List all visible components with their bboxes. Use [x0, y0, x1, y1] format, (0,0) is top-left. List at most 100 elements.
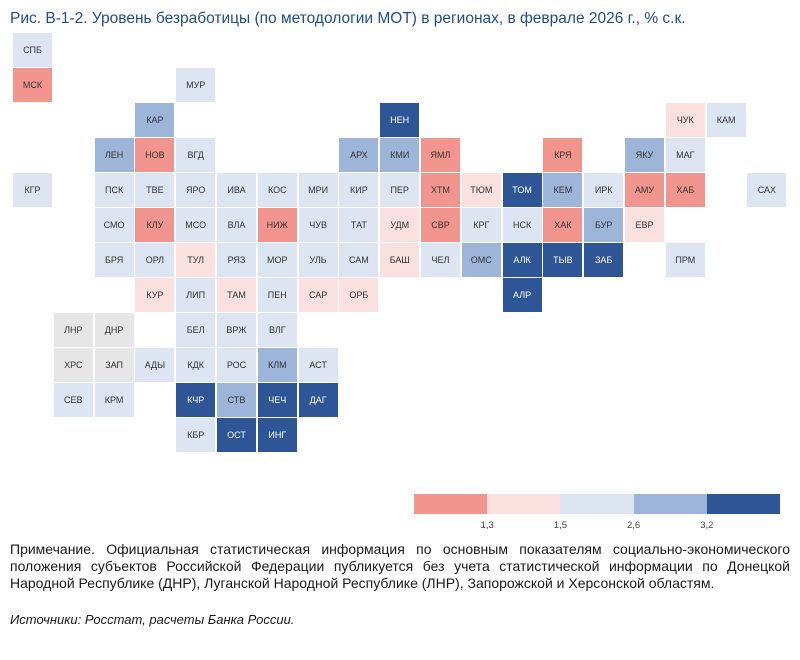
region-tile: ОСТ [217, 418, 256, 452]
region-tile: КБР [176, 418, 216, 452]
region-tile: ЗАБ [584, 243, 624, 277]
region-tile: ТОМ [502, 173, 542, 207]
region-tile: ТЫВ [543, 243, 583, 277]
region-tile: НОВ [135, 138, 175, 172]
region-tile: ПРМ [665, 243, 705, 277]
legend-swatch [633, 494, 708, 514]
region-tile: ДАГ [298, 383, 338, 417]
region-tile: ЗАП [94, 348, 134, 382]
region-tile: АМУ [625, 173, 664, 207]
region-tile: ЛИП [176, 278, 216, 312]
region-tile: ИВА [217, 173, 256, 207]
region-tile: СВР [421, 208, 460, 242]
region-tile: ЛЕН [94, 138, 134, 172]
region-tile: СПБ [13, 33, 52, 67]
region-tile: БЕЛ [176, 313, 216, 347]
region-tile: ЯМЛ [421, 138, 460, 172]
region-tile: ЕВР [625, 208, 664, 242]
region-tile: КУР [135, 278, 175, 312]
figure-title: Рис. В-1-2. Уровень безработицы (по мето… [10, 10, 686, 27]
region-tile: БРЯ [94, 243, 134, 277]
region-tile: ИНГ [257, 418, 297, 452]
color-legend [414, 494, 781, 514]
region-tile: РЯЗ [217, 243, 256, 277]
region-tile: КДК [176, 348, 216, 382]
region-tile: МСО [176, 208, 216, 242]
legend-tick-label: 2,6 [626, 520, 641, 531]
region-tile: ЯКУ [625, 138, 664, 172]
region-tile: БУР [584, 208, 624, 242]
region-tile: ТЮМ [461, 173, 501, 207]
region-tile: ХАК [543, 208, 583, 242]
region-tile: АЛР [502, 278, 542, 312]
region-tile: ТАТ [339, 208, 379, 242]
region-tile: МОР [257, 243, 297, 277]
region-tile: ОМС [461, 243, 501, 277]
region-tile: ЯРО [176, 173, 216, 207]
region-tile: КРГ [461, 208, 501, 242]
region-tile: ХРС [53, 348, 93, 382]
region-tile: ПЕР [380, 173, 420, 207]
region-tile: ТАМ [217, 278, 256, 312]
region-tile: КАР [135, 103, 175, 137]
legend-swatch [706, 494, 781, 514]
region-tile: РОС [217, 348, 256, 382]
region-tile: ПСК [94, 173, 134, 207]
region-tile: ХТМ [421, 173, 460, 207]
region-tile: ВЛА [217, 208, 256, 242]
region-tile: ЛНР [53, 313, 93, 347]
region-tile: ВЛГ [257, 313, 297, 347]
region-tile: ДНР [94, 313, 134, 347]
region-tile: ПЕН [257, 278, 297, 312]
region-tile: ЧЕЧ [257, 383, 297, 417]
region-tile: УДМ [380, 208, 420, 242]
region-tile: АЛК [502, 243, 542, 277]
tile-map: СПБ МСК МУР КАР НЕН ЧУК КАМ ЛЕН НОВ ВГД АРХ КМИ ЯМЛ К… [13, 33, 787, 452]
region-tile: САР [298, 278, 338, 312]
legend-tick-label: 3,2 [700, 520, 714, 531]
legend-tick-label: 1,3 [480, 520, 494, 531]
region-tile: ВРЖ [217, 313, 256, 347]
region-tile: КЛУ [135, 208, 175, 242]
legend-swatch [560, 494, 635, 514]
region-tile: КМИ [380, 138, 420, 172]
region-tile: КЕМ [543, 173, 583, 207]
legend-tick-label: 1,5 [553, 520, 567, 531]
footnote: Примечание. Официальная статистическая и… [10, 541, 790, 591]
region-tile: БАШ [380, 243, 420, 277]
region-tile: УЛЬ [298, 243, 338, 277]
region-tile: КРЯ [543, 138, 583, 172]
region-tile: ЧУВ [298, 208, 338, 242]
region-tile: КОС [257, 173, 297, 207]
region-tile: АРХ [339, 138, 379, 172]
region-tile: КЛМ [257, 348, 297, 382]
region-tile: ЧУК [665, 103, 705, 137]
region-tile: КГР [13, 173, 52, 207]
region-tile: ТУЛ [176, 243, 216, 277]
region-tile: МУР [176, 68, 216, 102]
region-tile: ЧЕЛ [421, 243, 460, 277]
region-tile: САМ [339, 243, 379, 277]
region-tile: ХАБ [665, 173, 705, 207]
region-tile: МАГ [665, 138, 705, 172]
region-tile: ОРБ [339, 278, 379, 312]
region-tile: МРИ [298, 173, 338, 207]
region-tile: ИРК [584, 173, 624, 207]
region-tile: КРМ [94, 383, 134, 417]
legend-swatch [487, 494, 561, 514]
legend-swatch [414, 494, 488, 514]
region-tile: ТВЕ [135, 173, 175, 207]
region-tile: СМО [94, 208, 134, 242]
region-tile: КИР [339, 173, 379, 207]
region-tile: САХ [747, 173, 787, 207]
sources-line: Источники: Росстат, расчеты Банка России… [10, 612, 295, 627]
region-tile: ВГД [176, 138, 216, 172]
region-tile: АДЫ [135, 348, 175, 382]
region-tile: ОРЛ [135, 243, 175, 277]
region-tile: НИЖ [257, 208, 297, 242]
region-tile: АСТ [298, 348, 338, 382]
region-tile: НСК [502, 208, 542, 242]
region-tile: МСК [13, 68, 52, 102]
region-tile: КАМ [706, 103, 746, 137]
region-tile: СЕВ [53, 383, 93, 417]
